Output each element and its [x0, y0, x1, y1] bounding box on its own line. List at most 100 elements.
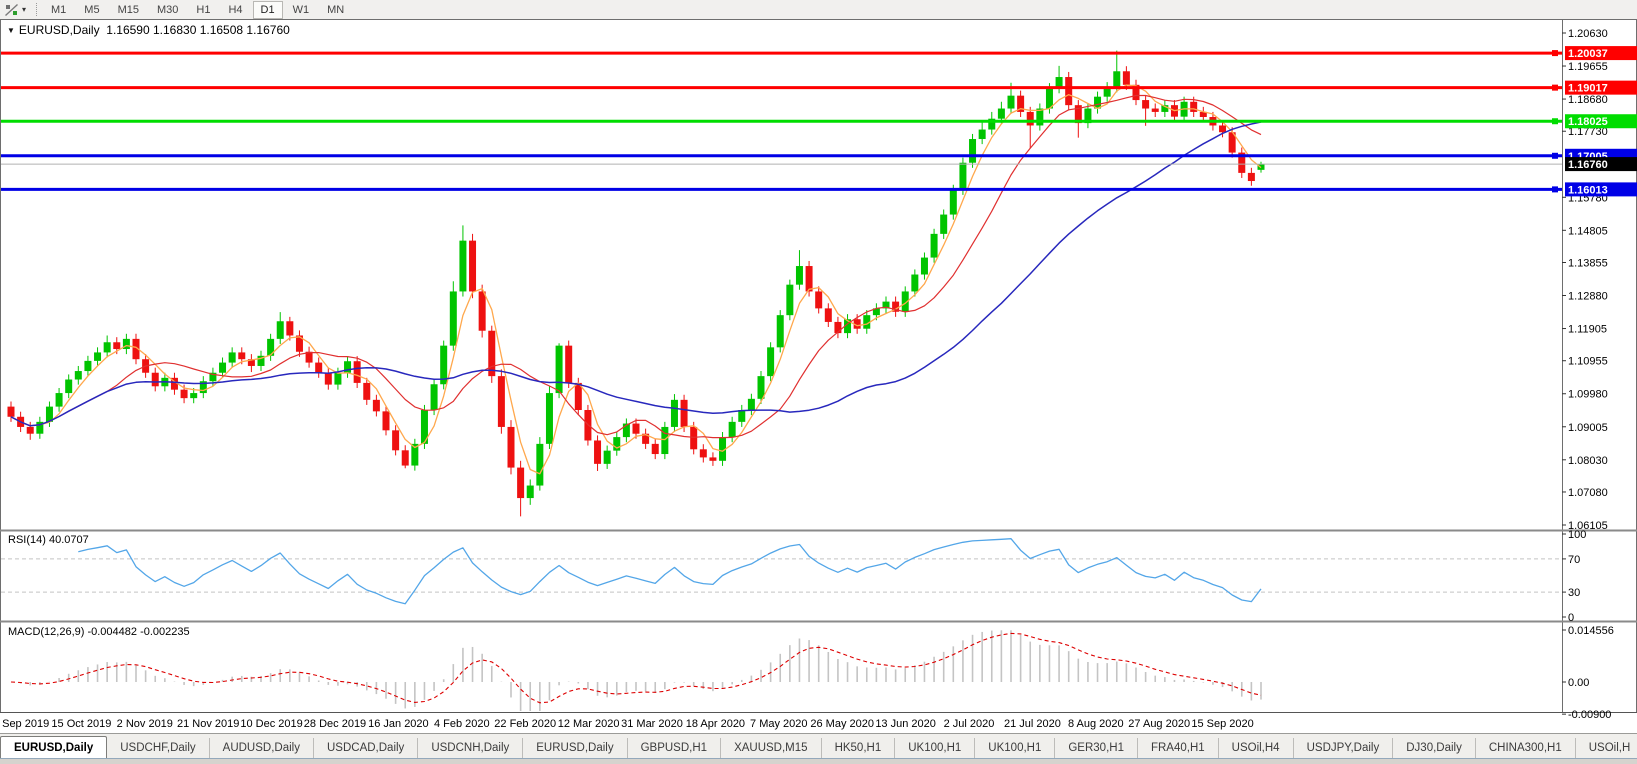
candle-body: [344, 361, 352, 373]
date-axis-label: 12 Mar 2020: [558, 718, 620, 730]
candle-body: [363, 382, 371, 400]
date-axis-label: 27 Aug 2020: [1128, 718, 1190, 730]
candle-body: [45, 406, 53, 422]
candle-body: [372, 399, 380, 412]
collapse-arrow-icon[interactable]: ▼: [7, 26, 15, 35]
chart-tab-usdjpy-daily[interactable]: USDJPY,Daily: [1294, 738, 1394, 759]
candle-body: [219, 362, 227, 373]
candle-body: [324, 372, 332, 385]
candle-body: [853, 319, 861, 329]
price-tick-label: 1.09005: [1568, 422, 1608, 434]
indicators-icon: [5, 3, 18, 16]
chart-tab-xauusd-m15[interactable]: XAUUSD,M15: [721, 738, 822, 759]
candle-body: [26, 426, 34, 434]
price-line-end-marker[interactable]: [1552, 118, 1558, 125]
candle-body: [642, 433, 650, 444]
chart-tab-fra40-h1[interactable]: FRA40,H1: [1138, 738, 1219, 759]
chart-title: ▼ EURUSD,Daily 1.16590 1.16830 1.16508 1.…: [7, 23, 290, 37]
candle-body: [84, 360, 92, 372]
chart-tab-ger30-h1[interactable]: GER30,H1: [1055, 738, 1138, 759]
chart-tab-dj30-daily[interactable]: DJ30,Daily: [1393, 738, 1476, 759]
candle-body: [286, 321, 294, 336]
indicators-button[interactable]: ▾: [0, 0, 30, 19]
candle-body: [305, 351, 313, 363]
chart-tab-bar: EURUSD,Daily USDCHF,Daily AUDUSD,Daily USDC…: [0, 733, 1637, 760]
candle-body: [94, 352, 102, 361]
candle-body: [834, 321, 842, 334]
chart-tab-hk50-h1[interactable]: HK50,H1: [822, 738, 896, 759]
rsi-tick-label: 0: [1568, 612, 1574, 624]
price-tick-label: 1.19655: [1568, 61, 1608, 73]
candle-body: [565, 345, 573, 383]
candle-body: [824, 308, 832, 322]
price-line-label: 1.20037: [1568, 48, 1608, 60]
chart-tab-usoil-h4[interactable]: USOil,H4: [1219, 738, 1294, 759]
timeframe-d1[interactable]: D1: [252, 0, 283, 19]
candle-body: [978, 129, 986, 140]
candle-body: [382, 411, 390, 431]
price-line-label-box: [1565, 80, 1637, 95]
chart-tab-eurusd-daily[interactable]: EURUSD,Daily: [523, 738, 628, 759]
rsi-tick-label: 70: [1568, 554, 1580, 566]
candle-body: [1151, 108, 1159, 112]
candle-body: [709, 457, 717, 461]
candle-body: [901, 291, 909, 312]
date-axis-label: 31 Mar 2020: [621, 718, 683, 730]
chart-tab-usoil-h[interactable]: USOil,H: [1576, 738, 1637, 759]
price-tick-label: 1.17730: [1568, 126, 1608, 138]
chart-tab-audusd-daily[interactable]: AUDUSD,Daily: [210, 738, 314, 759]
timeframe-mn[interactable]: MN: [327, 3, 345, 16]
price-line-label-box: [1565, 114, 1637, 129]
date-axis-label: 13 Jun 2020: [875, 718, 936, 730]
price-tick-label: 1.12880: [1568, 291, 1608, 303]
timeframe-w1[interactable]: W1: [292, 3, 310, 16]
price-tick-label: 1.06105: [1568, 520, 1608, 532]
candle-body: [526, 485, 534, 499]
chart-tab-eurusd-daily[interactable]: EURUSD,Daily: [0, 736, 108, 760]
chart-tab-usdcad-daily[interactable]: USDCAD,Daily: [314, 738, 419, 759]
candle-body: [190, 393, 198, 399]
price-line-end-marker[interactable]: [1552, 50, 1558, 57]
timeframe-m30[interactable]: M30: [156, 3, 179, 16]
price-chart-canvas[interactable]: 1.206301.196551.186801.177301.157801.148…: [0, 19, 1637, 733]
candle-body: [334, 372, 342, 385]
candle-body: [1238, 152, 1246, 173]
candle-body: [103, 342, 111, 353]
candle-body: [670, 399, 678, 427]
price-line-end-marker[interactable]: [1552, 186, 1558, 193]
timeframe-m1[interactable]: M1: [51, 3, 67, 16]
timeframe-h4[interactable]: H4: [228, 3, 243, 16]
chart-tab-usdchf-daily[interactable]: USDCHF,Daily: [107, 738, 210, 759]
timeframe-m15[interactable]: M15: [117, 3, 139, 16]
candle-body: [507, 426, 515, 468]
price-line-label: 1.16013: [1568, 184, 1608, 196]
candle-body: [776, 315, 784, 348]
date-axis-label: 4 Feb 2020: [434, 718, 490, 730]
chart-window[interactable]: 1.20630 1.19655 1.18680 1.17730 1.15780 1.148…: [0, 19, 1637, 733]
price-tick-label: 1.20630: [1568, 28, 1608, 40]
candle-body: [411, 443, 419, 466]
candle-body: [353, 361, 361, 383]
chart-tab-china300-h1[interactable]: CHINA300,H1: [1476, 738, 1576, 759]
candle-body: [603, 450, 611, 464]
candle-body: [430, 384, 438, 411]
candle-body: [113, 342, 121, 350]
chart-tab-uk100-h1[interactable]: UK100,H1: [975, 738, 1056, 759]
candle-body: [276, 321, 284, 339]
price-line-end-marker[interactable]: [1552, 84, 1558, 91]
price-line-end-marker[interactable]: [1552, 152, 1558, 159]
timeframe-m5[interactable]: M5: [84, 3, 100, 16]
timeframe-h1[interactable]: H1: [196, 3, 211, 16]
macd-indicator-label: MACD(12,26,9) -0.004482 -0.002235: [8, 626, 190, 638]
chart-tab-gbpusd-h1[interactable]: GBPUSD,H1: [628, 738, 722, 759]
candle-body: [1247, 172, 1255, 182]
candle-body: [1026, 111, 1034, 126]
candle-body: [1113, 71, 1121, 88]
price-tick-label: 1.10955: [1568, 356, 1608, 368]
chart-tab-usdcnh-daily[interactable]: USDCNH,Daily: [418, 738, 524, 759]
candle-body: [661, 426, 669, 455]
candle-body: [170, 377, 178, 390]
chart-tab-uk100-h1[interactable]: UK100,H1: [895, 738, 976, 759]
candle-body: [459, 240, 467, 292]
candle-body: [632, 423, 640, 434]
